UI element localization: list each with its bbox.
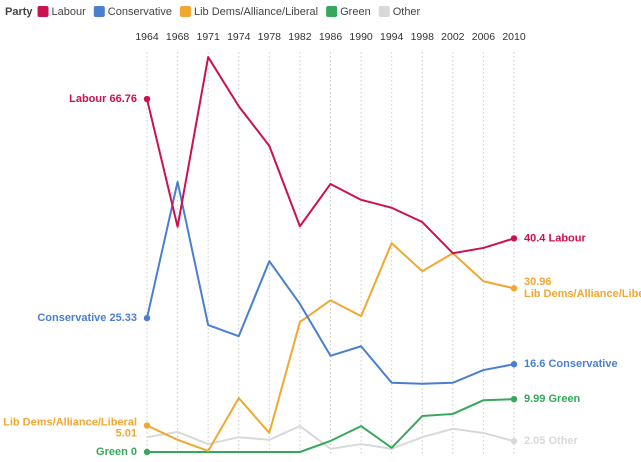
label: 2.05 Other (524, 435, 579, 447)
end-dot (510, 437, 518, 445)
series-label: Labour 66.76 (69, 93, 137, 105)
label-name: Labour (548, 232, 586, 244)
label-name: Conservative (37, 312, 106, 324)
label-value: 30.96 (524, 276, 552, 288)
label-value: 9.99 (524, 393, 545, 405)
label-name: Green (96, 446, 128, 458)
x-tick-label: 1998 (411, 31, 435, 43)
label-value: 0 (131, 446, 137, 458)
end-dot (510, 235, 518, 242)
x-tick-label: 1994 (380, 31, 404, 43)
legend-swatch (378, 6, 390, 17)
legend-label: Labour (52, 6, 87, 18)
x-tick-label: 1971 (196, 31, 220, 43)
series-label: 16.6 Conservative (524, 358, 618, 370)
x-tick-label: 1982 (288, 31, 312, 43)
label-value: 66.76 (109, 93, 137, 105)
label-value: 25.33 (109, 312, 137, 324)
label: Green 0 (96, 446, 137, 458)
label-name: Conservative (548, 358, 617, 370)
series-label: Green 0 (96, 446, 137, 458)
label-name: Lib Dems/Alliance/Liberal (524, 288, 641, 300)
legend-swatch (37, 6, 49, 17)
label-value: 16.6 (524, 358, 545, 370)
legend-swatch (326, 6, 338, 17)
legend-label: Lib Dems/Alliance/Liberal (194, 6, 318, 18)
x-tick-label: 2002 (441, 31, 465, 43)
end-dot (510, 285, 518, 292)
end-dot (143, 448, 151, 456)
label-name: Other (548, 435, 578, 447)
end-dot (143, 95, 151, 103)
series-label: Conservative 25.33 (37, 312, 137, 324)
x-tick-label: 1990 (349, 31, 373, 43)
series-line (146, 180, 515, 385)
series-line (146, 242, 515, 452)
series-label: 40.4 Labour (524, 232, 586, 244)
label: Conservative 25.33 (37, 312, 137, 324)
label-value: 5.01 (116, 427, 137, 439)
legend-label: Other (393, 6, 421, 18)
label: 9.99 Green (524, 393, 581, 405)
end-dot (510, 395, 518, 403)
legend-label: Conservative (108, 6, 172, 18)
series-line (146, 56, 515, 255)
series-label: 2.05 Other (524, 435, 579, 447)
label-value: 2.05 (524, 435, 545, 447)
series-line (147, 398, 515, 453)
label: Labour 66.76 (69, 93, 137, 105)
x-tick-label: 1978 (258, 31, 282, 43)
label: 16.6 Conservative (524, 358, 618, 370)
legend-title: Party (5, 6, 33, 18)
label-name: Lib Dems/Alliance/Liberal (3, 416, 137, 428)
label-name: Labour (69, 93, 107, 105)
x-tick-label: 2006 (472, 31, 496, 43)
x-tick-label: 1974 (227, 31, 251, 43)
legend-swatch (180, 6, 191, 17)
x-tick-label: 1964 (135, 31, 159, 43)
label-value: 40.4 (524, 232, 546, 244)
legend-label: Green (340, 6, 371, 18)
legend-swatch (93, 6, 105, 17)
series-label: 9.99 Green (524, 393, 581, 405)
label-name: Green (548, 393, 580, 405)
end-dot (510, 361, 518, 368)
end-dot (143, 314, 151, 322)
label: 40.4 Labour (524, 232, 586, 244)
x-tick-label: 1986 (319, 31, 343, 43)
x-tick-label: 1968 (166, 31, 190, 43)
end-dot (143, 422, 151, 429)
series-line (146, 425, 515, 450)
x-tick-label: 2010 (502, 31, 526, 43)
